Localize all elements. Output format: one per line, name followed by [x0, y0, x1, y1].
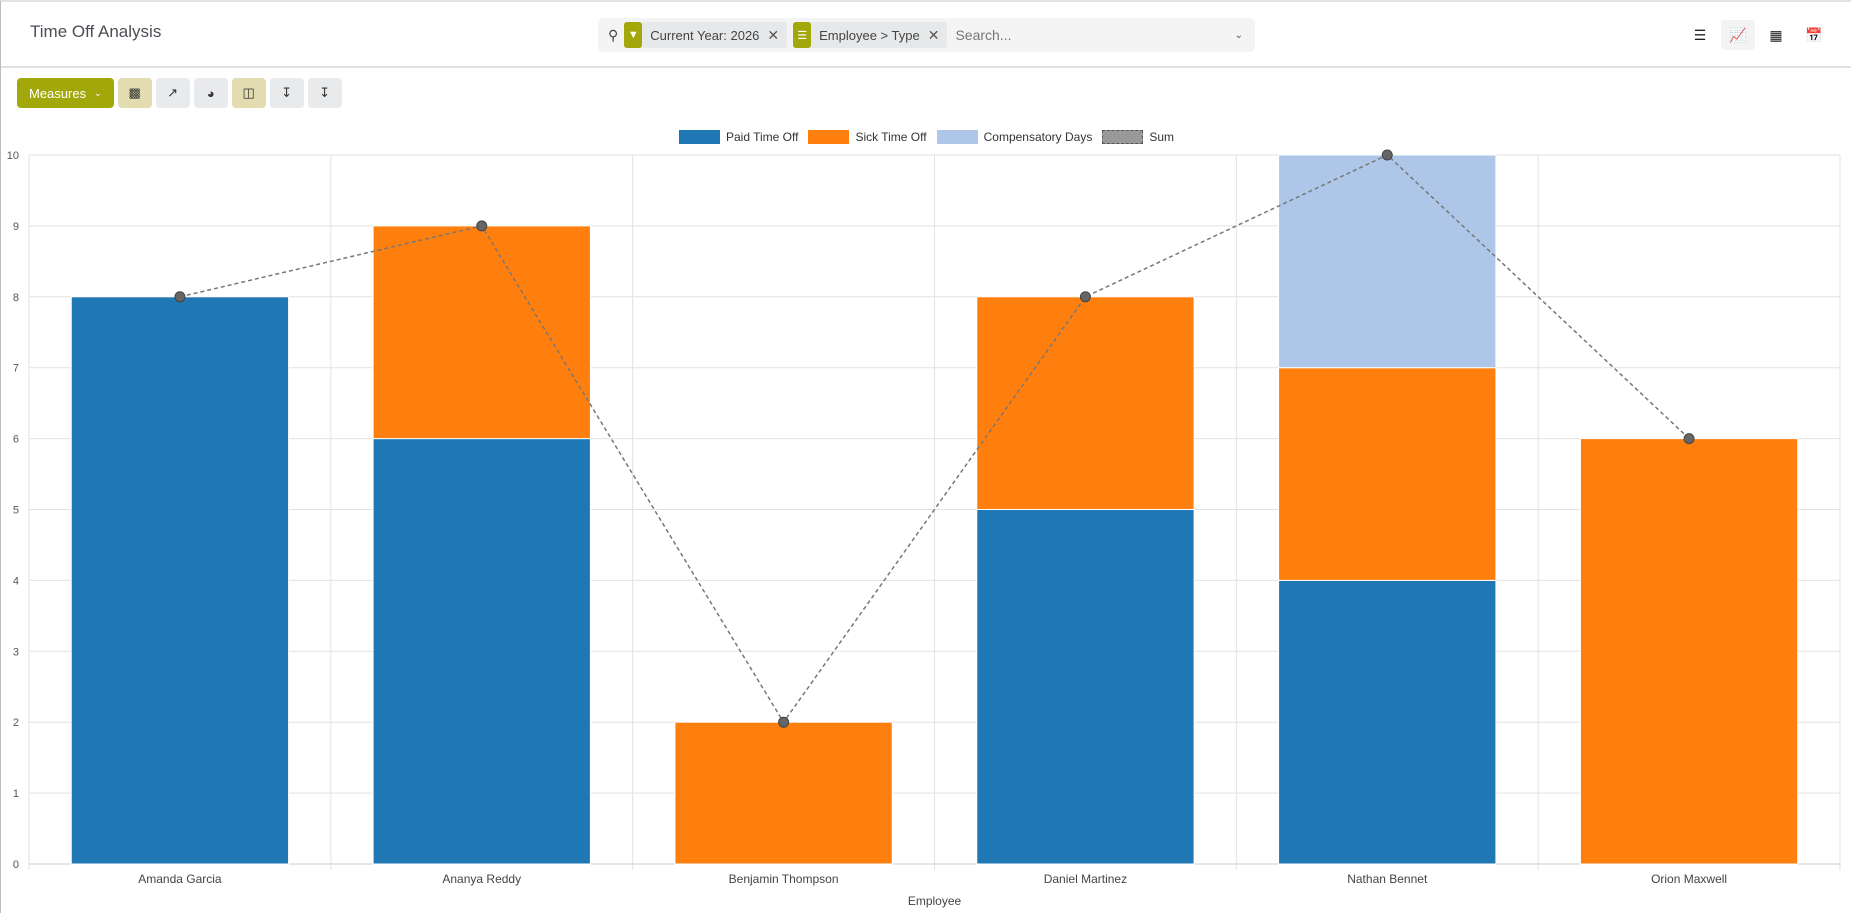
sort-descending-button[interactable]: ↧ [269, 78, 304, 108]
legend-item[interactable]: Sick Time Off [808, 130, 927, 144]
line-chart-button[interactable]: ↗ [155, 78, 190, 108]
legend-label: Sum [1149, 130, 1175, 144]
list-view-icon[interactable]: ☰ [1693, 26, 1707, 43]
x-axis-title: Employee [908, 894, 962, 908]
chevron-down-icon[interactable]: ⌄ [1234, 29, 1243, 41]
legend-item[interactable]: Paid Time Off [678, 130, 799, 144]
x-tick-label: Benjamin Thompson [729, 872, 839, 886]
y-tick-label: 0 [13, 859, 19, 871]
facet-groupby: ☰ Employee > Type ✕ [793, 22, 948, 48]
bar-segment [976, 509, 1195, 865]
sort-ascending-icon: ↧ [319, 85, 331, 100]
search-input[interactable] [955, 27, 1235, 43]
line-chart-icon: ↗ [167, 85, 179, 100]
filter-icon: ▼ [624, 22, 643, 48]
bar-segment [372, 438, 591, 865]
x-tick-label: Nathan Bennet [1347, 872, 1428, 886]
chevron-down-icon: ⌄ [94, 87, 102, 98]
sum-point [1381, 149, 1393, 161]
legend-item[interactable]: Sum [1102, 130, 1174, 144]
x-tick-label: Orion Maxwell [1651, 872, 1727, 886]
legend-label: Sick Time Off [855, 130, 927, 144]
sum-line [179, 154, 1690, 724]
y-tick-label: 2 [13, 717, 19, 729]
control-panel: Time Off Analysis ⚲ ▼ Current Year: 2026… [1, 2, 1851, 68]
sort-ascending-button[interactable]: ↧ [307, 78, 342, 108]
y-tick-label: 10 [7, 150, 19, 162]
legend-swatch [936, 130, 978, 144]
bar-segment [372, 225, 591, 440]
x-tick-label: Daniel Martinez [1044, 872, 1127, 886]
y-tick-label: 4 [13, 575, 19, 587]
y-tick-label: 3 [13, 646, 19, 658]
page-title: Time Off Analysis [30, 22, 162, 41]
legend-swatch [678, 130, 720, 144]
legend-label: Compensatory Days [983, 130, 1093, 144]
bar-segment [1278, 154, 1497, 369]
pie-chart-icon: ◕ [206, 85, 215, 101]
bar-segment [976, 296, 1195, 510]
legend-swatch [808, 130, 850, 144]
measures-button[interactable]: Measures ⌄ [17, 78, 114, 108]
y-tick-label: 5 [13, 505, 19, 517]
sum-point [174, 291, 186, 303]
y-tick-label: 7 [13, 363, 19, 375]
bar-segment [1579, 438, 1799, 865]
bar-segment [1278, 367, 1497, 581]
search-icon: ⚲ [608, 26, 619, 43]
graph-view-icon[interactable]: 📈 [1721, 20, 1755, 50]
graph-toolbar: Measures ⌄ ▩ ↗ ◕ ◫ ↧ ↧ [17, 78, 342, 108]
x-tick-label: Amanda Garcia [138, 872, 222, 886]
stacked-button[interactable]: ◫ [231, 78, 266, 108]
facet-filter: ▼ Current Year: 2026 ✕ [624, 22, 788, 48]
bar-segment [70, 296, 290, 865]
bar-segment [1278, 579, 1497, 865]
x-tick-label: Ananya Reddy [442, 872, 521, 886]
calendar-view-icon[interactable]: 📅 [1805, 26, 1823, 43]
y-tick-label: 1 [13, 788, 19, 800]
stacked-bar-chart: 0 1 2 3 4 5 6 7 8 9 10 Amanda Garcia Ananya Reddy Ben… [7, 149, 1841, 908]
sum-point [476, 220, 488, 232]
pie-chart-button[interactable]: ◕ [193, 78, 228, 108]
sum-point [1683, 433, 1695, 445]
bar-chart-button[interactable]: ▩ [117, 78, 152, 108]
facet-label: Employee > Type [819, 27, 920, 43]
remove-facet-icon[interactable]: ✕ [927, 26, 940, 43]
group-by-icon: ☰ [793, 22, 812, 48]
stack-icon: ◫ [242, 85, 255, 100]
legend-item[interactable]: Compensatory Days [936, 130, 1093, 144]
chart-legend: Paid Time Off Sick Time Off Compensatory… [1, 130, 1851, 144]
sort-descending-icon: ↧ [281, 85, 293, 100]
bar-segment [674, 721, 893, 865]
y-tick-label: 9 [13, 221, 19, 233]
y-tick-label: 8 [13, 292, 19, 304]
legend-label: Paid Time Off [725, 130, 799, 144]
sum-point [778, 716, 790, 728]
facet-label: Current Year: 2026 [650, 27, 760, 43]
search-bar[interactable]: ⚲ ▼ Current Year: 2026 ✕ ☰ Employee > Ty… [598, 18, 1255, 52]
bar-chart-icon: ▩ [128, 85, 141, 100]
y-tick-label: 6 [13, 434, 19, 446]
measures-label: Measures [29, 85, 87, 101]
view-switcher: ☰ 📈 ▦ 📅 [1683, 20, 1831, 50]
remove-facet-icon[interactable]: ✕ [767, 26, 780, 43]
sum-point [1079, 291, 1091, 303]
pivot-view-icon[interactable]: ▦ [1769, 26, 1783, 43]
legend-swatch [1102, 130, 1144, 144]
